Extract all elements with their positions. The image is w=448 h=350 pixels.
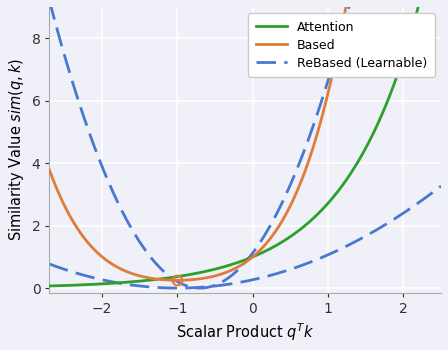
- Based: [175, 278, 180, 282]
- Attention: [43, 284, 48, 288]
- Line: Attention: Attention: [46, 0, 441, 286]
- Attention: [235, 260, 241, 265]
- Based: [43, 157, 48, 161]
- Legend: Attention, Based, ReBased (Learnable): Attention, Based, ReBased (Learnable): [248, 13, 435, 77]
- ReBased (Learnable): [63, 58, 69, 62]
- Attention: [63, 284, 69, 288]
- Based: [63, 206, 69, 210]
- Y-axis label: Similarity Value $sim(q, k)$: Similarity Value $sim(q, k)$: [7, 58, 26, 241]
- ReBased (Learnable): [198, 286, 203, 290]
- Based: [225, 270, 230, 274]
- ReBased (Learnable): [235, 268, 241, 272]
- X-axis label: Scalar Product $q^Tk$: Scalar Product $q^Tk$: [176, 321, 314, 343]
- Line: Based: Based: [46, 0, 441, 280]
- Line: ReBased (Learnable): ReBased (Learnable): [46, 0, 441, 288]
- Attention: [354, 161, 360, 166]
- Attention: [225, 264, 230, 268]
- Based: [235, 265, 241, 269]
- ReBased (Learnable): [225, 276, 230, 281]
